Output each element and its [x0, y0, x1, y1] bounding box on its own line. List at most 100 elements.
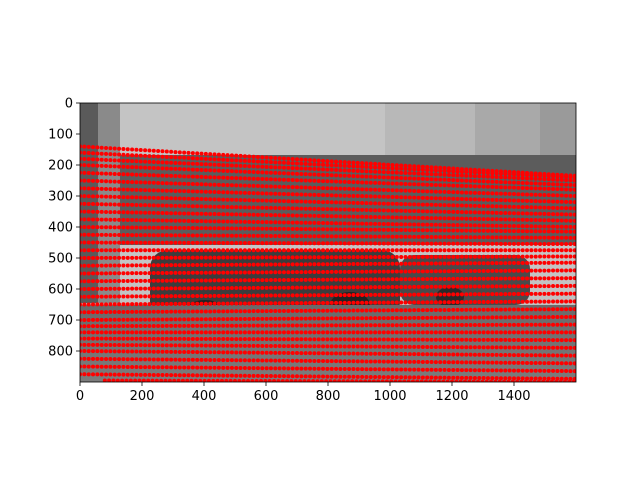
lidar-point: [516, 172, 521, 177]
lidar-point: [242, 198, 247, 203]
lidar-point: [303, 248, 308, 253]
lidar-point: [147, 263, 152, 268]
lidar-point: [416, 375, 421, 380]
lidar-point: [316, 172, 321, 177]
lidar-point: [290, 192, 295, 197]
lidar-point: [481, 223, 486, 228]
lidar-point: [525, 181, 530, 186]
lidar-point: [355, 174, 360, 179]
lidar-point: [468, 216, 473, 221]
lidar-point: [316, 344, 321, 349]
lidar-point: [247, 233, 252, 238]
lidar-point: [316, 167, 321, 172]
lidar-point: [568, 224, 573, 229]
lidar-point: [80, 240, 82, 245]
lidar-point: [551, 199, 556, 204]
lidar-point: [104, 310, 109, 315]
lidar-point: [433, 234, 438, 239]
lidar-point: [477, 345, 482, 350]
lidar-point: [477, 254, 482, 259]
lidar-point: [538, 299, 543, 304]
lidar-point: [529, 284, 534, 289]
lidar-point: [290, 213, 295, 218]
lidar-point: [260, 301, 265, 306]
lidar-point: [490, 217, 495, 222]
lidar-point: [212, 317, 217, 322]
lidar-point: [416, 300, 421, 305]
lidar-point: [104, 279, 109, 284]
lidar-point: [138, 187, 143, 192]
lidar-point: [394, 359, 399, 364]
lidar-point: [507, 217, 512, 222]
lidar-point: [572, 212, 576, 217]
lidar-point: [156, 203, 161, 208]
lidar-point: [108, 336, 113, 341]
lidar-point: [251, 154, 256, 159]
lidar-point: [481, 254, 486, 259]
lidar-point: [364, 164, 369, 169]
lidar-point: [264, 241, 269, 246]
lidar-point: [225, 317, 230, 322]
lidar-point: [143, 278, 148, 283]
lidar-point: [91, 356, 96, 361]
lidar-point: [529, 307, 534, 312]
lidar-point: [412, 308, 417, 313]
lidar-point: [160, 149, 165, 154]
lidar-point: [238, 205, 243, 210]
lidar-point: [208, 278, 213, 283]
lidar-point: [464, 330, 469, 335]
lidar-point: [525, 248, 530, 253]
lidar-point: [221, 190, 226, 195]
lidar-point: [212, 301, 217, 306]
lidar-point: [242, 212, 247, 217]
lidar-point: [342, 359, 347, 364]
lidar-point: [351, 164, 356, 169]
lidar-point: [121, 336, 126, 341]
lidar-point: [99, 248, 104, 253]
lidar-point: [551, 368, 556, 373]
lidar-point: [399, 188, 404, 193]
y-tick-label: 500: [48, 252, 73, 267]
lidar-point: [273, 350, 278, 355]
lidar-point: [394, 241, 399, 246]
lidar-point: [520, 192, 525, 197]
lidar-point: [399, 208, 404, 213]
lidar-point: [276, 379, 281, 382]
lidar-point: [195, 204, 200, 209]
lidar-point: [102, 378, 107, 382]
lidar-point: [86, 286, 91, 291]
lidar-point: [485, 299, 490, 304]
lidar-point: [80, 342, 82, 347]
lidar-point: [80, 178, 82, 183]
lidar-point: [80, 186, 82, 191]
lidar-point: [104, 302, 109, 307]
lidar-point: [138, 302, 143, 307]
lidar-point: [494, 330, 499, 335]
lidar-point: [250, 378, 255, 382]
lidar-point: [368, 169, 373, 174]
lidar-point: [455, 248, 460, 253]
lidar-point: [358, 379, 363, 382]
lidar-point: [338, 300, 343, 305]
lidar-point: [268, 337, 273, 342]
lidar-point: [234, 190, 239, 195]
lidar-point: [260, 170, 265, 175]
lidar-point: [555, 307, 560, 312]
lidar-point: [572, 187, 576, 192]
lidar-point: [151, 330, 156, 335]
lidar-point: [386, 227, 391, 232]
lidar-point: [225, 301, 230, 306]
lidar-point: [429, 337, 434, 342]
lidar-point: [412, 261, 417, 266]
lidar-point: [99, 279, 104, 284]
lidar-point: [503, 276, 508, 281]
lidar-point: [247, 301, 252, 306]
lidar-point: [542, 299, 547, 304]
lidar-point: [433, 172, 438, 177]
lidar-point: [538, 322, 543, 327]
lidar-point: [538, 229, 543, 234]
lidar-point: [108, 372, 113, 377]
lidar-point: [533, 299, 538, 304]
lidar-point: [281, 248, 286, 253]
lidar-point: [151, 263, 156, 268]
